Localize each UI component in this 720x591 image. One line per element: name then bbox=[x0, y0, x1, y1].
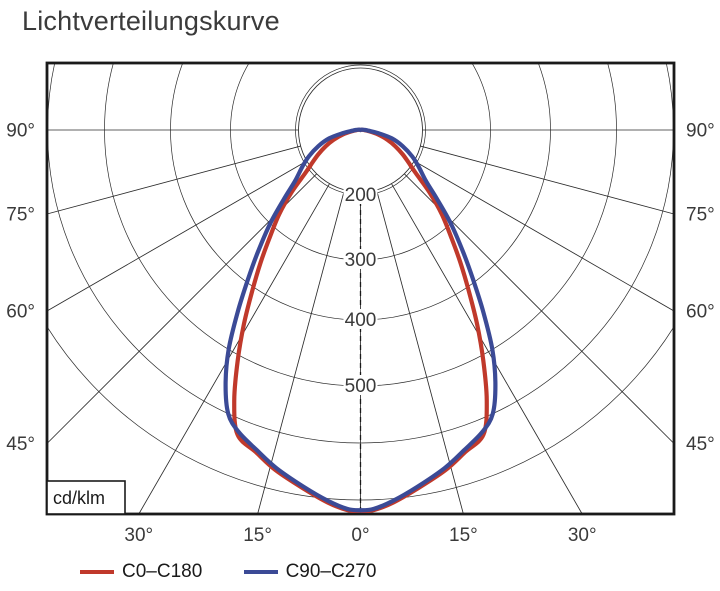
svg-text:45°: 45° bbox=[686, 434, 715, 455]
svg-text:90°: 90° bbox=[686, 121, 715, 142]
svg-text:30°: 30° bbox=[568, 525, 597, 546]
svg-text:15°: 15° bbox=[243, 525, 272, 546]
svg-text:400: 400 bbox=[345, 310, 377, 331]
svg-text:500: 500 bbox=[345, 376, 377, 397]
svg-text:300: 300 bbox=[345, 250, 377, 271]
svg-text:90°: 90° bbox=[6, 121, 35, 142]
svg-text:30°: 30° bbox=[124, 525, 153, 546]
svg-text:15°: 15° bbox=[449, 525, 478, 546]
svg-text:200: 200 bbox=[345, 185, 377, 206]
svg-text:cd/klm: cd/klm bbox=[53, 488, 105, 508]
svg-text:0°: 0° bbox=[351, 525, 369, 546]
svg-text:60°: 60° bbox=[6, 302, 35, 323]
svg-text:75°: 75° bbox=[6, 205, 35, 226]
svg-text:60°: 60° bbox=[686, 302, 715, 323]
svg-text:45°: 45° bbox=[6, 434, 35, 455]
svg-text:75°: 75° bbox=[686, 205, 715, 226]
